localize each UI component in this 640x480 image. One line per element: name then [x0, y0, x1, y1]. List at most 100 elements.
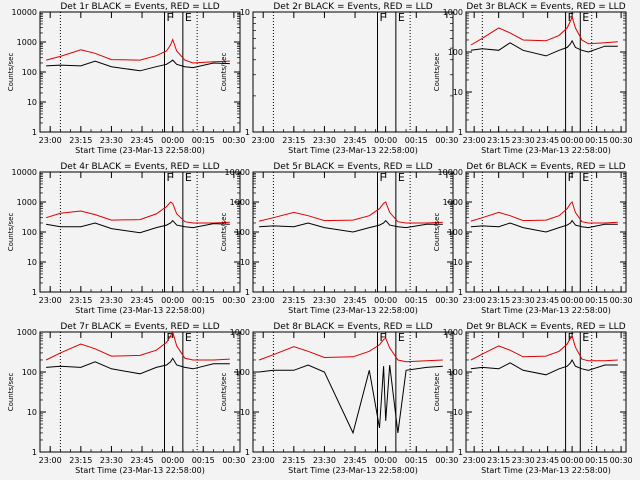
marker-label: F — [379, 11, 385, 24]
x-tick-label: 23:30 — [100, 296, 123, 305]
y-tick-label: 10 — [453, 88, 463, 97]
y-axis-title: Counts/sec — [7, 373, 15, 412]
y-tick-label: 1000 — [443, 8, 463, 17]
x-axis-title: Start Time (23-Mar-13 22:58:00) — [75, 466, 205, 475]
y-tick-label: 10 — [27, 258, 37, 267]
marker-label: F — [379, 171, 385, 184]
y-axis-title: Counts/sec — [433, 53, 441, 92]
y-tick-label: 10000 — [225, 168, 250, 177]
x-tick-label: 23:15 — [69, 136, 92, 145]
x-tick-label: 00:30 — [435, 296, 458, 305]
series-line — [259, 219, 443, 233]
x-tick-label: 23:30 — [313, 296, 336, 305]
y-tick-label: 10 — [453, 408, 463, 417]
x-tick-label: 23:00 — [252, 456, 275, 465]
panel-title: Det 2r BLACK = Events, RED = LLD — [273, 2, 432, 12]
panel-title: Det 6r BLACK = Events, RED = LLD — [466, 162, 625, 172]
marker-label: E — [582, 11, 589, 24]
x-tick-label: 23:30 — [512, 136, 535, 145]
x-tick-label: 23:30 — [100, 136, 123, 145]
y-tick-label: 1000 — [17, 328, 37, 337]
plot-frame — [465, 11, 627, 133]
x-tick-label: 00:00 — [374, 296, 397, 305]
y-tick-label: 1 — [245, 448, 250, 457]
x-tick-label: 23:15 — [282, 296, 305, 305]
y-tick-label: 1000 — [230, 198, 250, 207]
x-tick-label: 00:00 — [561, 456, 584, 465]
y-tick-label: 10 — [453, 258, 463, 267]
y-tick-label: 100 — [235, 228, 250, 237]
y-tick-label: 10 — [240, 258, 250, 267]
y-tick-label: 100 — [22, 68, 37, 77]
series-line — [258, 201, 443, 224]
panel-4: Det 4r BLACK = Events, RED = LLD 1 10 100 10… — [7, 162, 245, 315]
x-tick-label: 23:00 — [463, 456, 486, 465]
x-axis-title: Start Time (23-Mar-13 22:58:00) — [481, 146, 611, 155]
y-tick-label: 10 — [27, 408, 37, 417]
x-tick-label: 23:00 — [252, 136, 275, 145]
y-tick-label: 10 — [27, 98, 37, 107]
x-tick-label: 00:00 — [374, 456, 397, 465]
marker-label: E — [185, 11, 192, 24]
x-axis-title: Start Time (23-Mar-13 22:58:00) — [75, 146, 205, 155]
y-axis-title: Counts/sec — [433, 373, 441, 412]
panel-title: Det 9r BLACK = Events, RED = LLD — [466, 322, 625, 332]
x-tick-label: 23:00 — [39, 296, 62, 305]
x-axis-title: Start Time (23-Mar-13 22:58:00) — [288, 466, 418, 475]
y-tick-label: 100 — [22, 368, 37, 377]
x-tick-label: 23:30 — [512, 456, 535, 465]
series-line — [46, 357, 230, 375]
x-tick-label: 23:00 — [39, 456, 62, 465]
x-tick-label: 00:00 — [161, 456, 184, 465]
y-tick-label: 1 — [245, 128, 250, 137]
x-tick-label: 00:30 — [222, 296, 245, 305]
panel-6: Det 6r BLACK = Events, RED = LLD 1 10 100 10… — [433, 162, 633, 315]
series-line — [46, 219, 230, 234]
x-tick-label: 23:00 — [252, 296, 275, 305]
x-tick-label: 00:30 — [222, 456, 245, 465]
y-tick-label: 1000 — [230, 328, 250, 337]
x-tick-label: 23:00 — [39, 136, 62, 145]
x-tick-label: 00:00 — [561, 136, 584, 145]
x-axis-title: Start Time (23-Mar-13 22:58:00) — [75, 306, 205, 315]
x-tick-label: 00:30 — [222, 136, 245, 145]
x-tick-label: 00:00 — [161, 296, 184, 305]
y-axis-title: Counts/sec — [7, 53, 15, 92]
y-tick-label: 100 — [448, 48, 463, 57]
x-tick-label: 23:15 — [69, 296, 92, 305]
y-axis-title: Counts/sec — [220, 53, 228, 92]
plot-frame — [39, 331, 241, 453]
panel-title: Det 7r BLACK = Events, RED = LLD — [60, 322, 219, 332]
x-tick-label: 23:45 — [131, 456, 154, 465]
series-line — [470, 15, 618, 46]
x-tick-label: 23:00 — [463, 296, 486, 305]
series-line — [45, 330, 230, 361]
x-tick-label: 00:15 — [405, 136, 428, 145]
panel-2: Det 2r BLACK = Events, RED = LLD 1 10 23:00… — [220, 2, 458, 155]
marker-label: F — [379, 331, 385, 344]
y-axis-title: Counts/sec — [220, 213, 228, 252]
x-tick-label: 00:30 — [610, 296, 633, 305]
panel-title: Det 5r BLACK = Events, RED = LLD — [273, 162, 432, 172]
x-tick-label: 23:45 — [344, 296, 367, 305]
x-tick-label: 23:45 — [344, 456, 367, 465]
x-tick-label: 23:00 — [463, 136, 486, 145]
marker-label: E — [398, 331, 405, 344]
x-tick-label: 00:15 — [585, 296, 608, 305]
series-line — [258, 337, 443, 363]
y-tick-label: 10 — [240, 8, 250, 17]
y-tick-label: 10 — [240, 408, 250, 417]
series-line — [470, 358, 618, 376]
x-tick-label: 23:45 — [131, 136, 154, 145]
marker-label: E — [582, 331, 589, 344]
series-line — [45, 38, 230, 64]
x-tick-label: 00:15 — [405, 296, 428, 305]
plot-frame — [252, 331, 454, 453]
y-tick-label: 100 — [235, 368, 250, 377]
x-tick-label: 00:15 — [192, 296, 215, 305]
x-tick-label: 00:15 — [405, 456, 428, 465]
panel-title: Det 1r BLACK = Events, RED = LLD — [60, 2, 219, 12]
x-tick-label: 23:45 — [131, 296, 154, 305]
y-tick-label: 100 — [448, 228, 463, 237]
